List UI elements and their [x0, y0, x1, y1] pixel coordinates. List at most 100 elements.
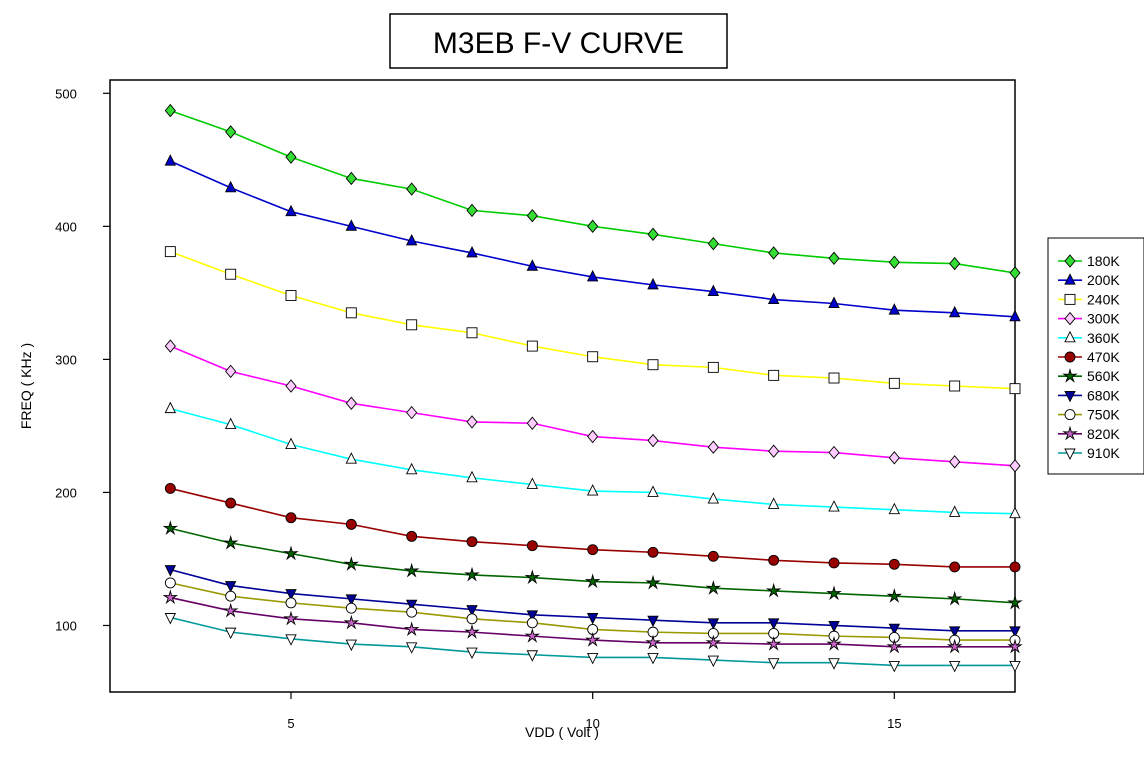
data-point — [584, 573, 601, 589]
data-point — [828, 445, 840, 460]
data-point — [225, 268, 237, 280]
data-point — [647, 615, 659, 628]
data-point — [345, 452, 358, 464]
legend-label: 360K — [1087, 330, 1120, 346]
data-point — [345, 307, 357, 319]
data-point — [283, 545, 299, 561]
series-680K — [164, 565, 1021, 638]
data-point — [526, 610, 539, 622]
series-910K — [164, 613, 1021, 673]
data-point — [948, 660, 961, 673]
data-point — [768, 554, 780, 566]
data-point — [524, 627, 541, 643]
data-point — [828, 251, 840, 265]
legend-item: 200K — [1058, 272, 1120, 288]
data-point — [224, 417, 237, 430]
data-point — [828, 557, 840, 569]
data-point — [224, 581, 237, 593]
legend-label: 470K — [1087, 349, 1120, 365]
data-point — [949, 380, 961, 392]
data-point — [949, 455, 961, 469]
data-point — [285, 290, 297, 301]
data-point — [405, 462, 418, 475]
data-point — [1007, 594, 1023, 610]
legend-marker — [1062, 425, 1078, 441]
data-point — [586, 613, 599, 625]
data-point — [285, 512, 297, 524]
data-point — [828, 500, 840, 512]
legend-item: 180K — [1058, 253, 1120, 269]
legend-label: 750K — [1087, 407, 1120, 423]
data-point — [767, 658, 780, 670]
data-point — [765, 635, 782, 651]
data-point — [1009, 266, 1021, 280]
data-point — [164, 482, 176, 494]
x-tick-label: 5 — [287, 716, 294, 731]
data-point — [828, 296, 840, 308]
data-point — [707, 550, 719, 562]
data-point — [949, 561, 961, 573]
data-point — [1009, 383, 1021, 395]
data-point — [828, 372, 840, 384]
data-point — [222, 602, 239, 618]
data-point — [946, 638, 963, 654]
data-point — [948, 505, 961, 517]
data-point — [285, 597, 297, 609]
data-point — [285, 379, 297, 393]
data-point — [768, 444, 780, 458]
data-point — [466, 536, 478, 548]
data-point — [345, 219, 358, 231]
data-point — [768, 246, 780, 260]
data-point — [164, 577, 176, 589]
data-point — [705, 580, 722, 595]
data-point — [345, 396, 357, 410]
series-360K — [164, 401, 1021, 519]
data-point — [767, 497, 780, 509]
legend-item: 820K — [1058, 425, 1120, 442]
data-point — [345, 518, 357, 530]
data-point — [285, 634, 297, 646]
data-point — [645, 634, 661, 650]
series-470K — [164, 482, 1021, 573]
data-point — [586, 269, 599, 282]
x-axis-label: VDD ( Volt ) — [525, 724, 599, 740]
data-point — [406, 182, 418, 196]
data-point — [164, 565, 177, 577]
data-point — [466, 415, 478, 429]
legend-marker — [1064, 390, 1076, 403]
x-tick-label: 15 — [887, 716, 901, 731]
legend-marker — [1064, 448, 1076, 461]
data-point — [587, 351, 599, 363]
legend-label: 910K — [1087, 445, 1120, 461]
data-point — [345, 639, 358, 652]
data-point — [949, 256, 961, 271]
data-point — [285, 437, 297, 449]
data-point — [768, 369, 780, 381]
series-240K — [164, 246, 1021, 395]
data-point — [466, 613, 478, 625]
plot-area — [109, 79, 1016, 693]
data-point — [526, 416, 538, 430]
data-point — [403, 621, 420, 637]
data-point — [647, 485, 659, 497]
data-point — [225, 125, 237, 139]
data-point — [707, 492, 720, 504]
series-300K — [164, 339, 1021, 473]
legend-label: 680K — [1087, 387, 1120, 403]
data-point — [405, 642, 418, 654]
title-frame — [389, 13, 728, 69]
legend-marker — [1064, 311, 1076, 326]
legend-item: 560K — [1058, 368, 1120, 384]
data-point — [164, 103, 176, 118]
series-180K — [164, 103, 1021, 280]
series-560K — [162, 520, 1023, 610]
y-axis-label: FREQ ( KHz ) — [18, 343, 34, 429]
legend-item: 680K — [1058, 387, 1120, 403]
data-point — [828, 658, 840, 670]
data-point — [647, 277, 659, 290]
data-point — [406, 319, 418, 331]
series-line — [170, 527, 1016, 604]
legend-label: 180K — [1087, 253, 1120, 269]
legend-marker — [1064, 273, 1076, 285]
data-point — [946, 590, 963, 606]
